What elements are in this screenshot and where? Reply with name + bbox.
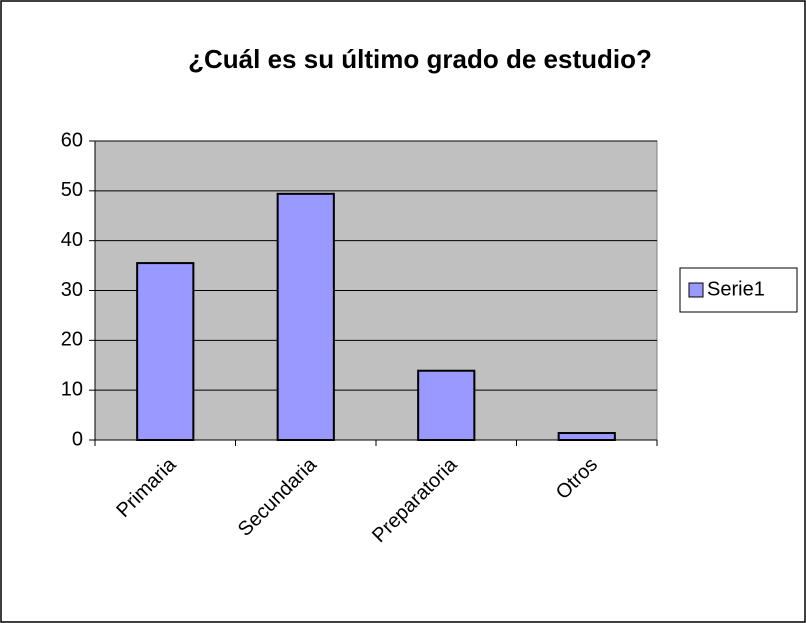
bar bbox=[557, 432, 616, 442]
chart-title: ¿Cuál es su último grado de estudio? bbox=[188, 44, 652, 74]
y-tick-label: 0 bbox=[72, 428, 83, 450]
y-tick-label: 30 bbox=[61, 279, 83, 301]
y-tick-label: 40 bbox=[61, 229, 83, 251]
legend-label: Serie1 bbox=[707, 278, 765, 300]
y-tick-label: 20 bbox=[61, 329, 83, 351]
y-tick-label: 50 bbox=[61, 179, 83, 201]
y-tick-label: 60 bbox=[61, 129, 83, 151]
bar bbox=[136, 262, 195, 442]
bar bbox=[417, 369, 476, 441]
y-tick-label: 10 bbox=[61, 378, 83, 400]
legend-swatch bbox=[688, 282, 704, 298]
bar bbox=[276, 192, 335, 441]
